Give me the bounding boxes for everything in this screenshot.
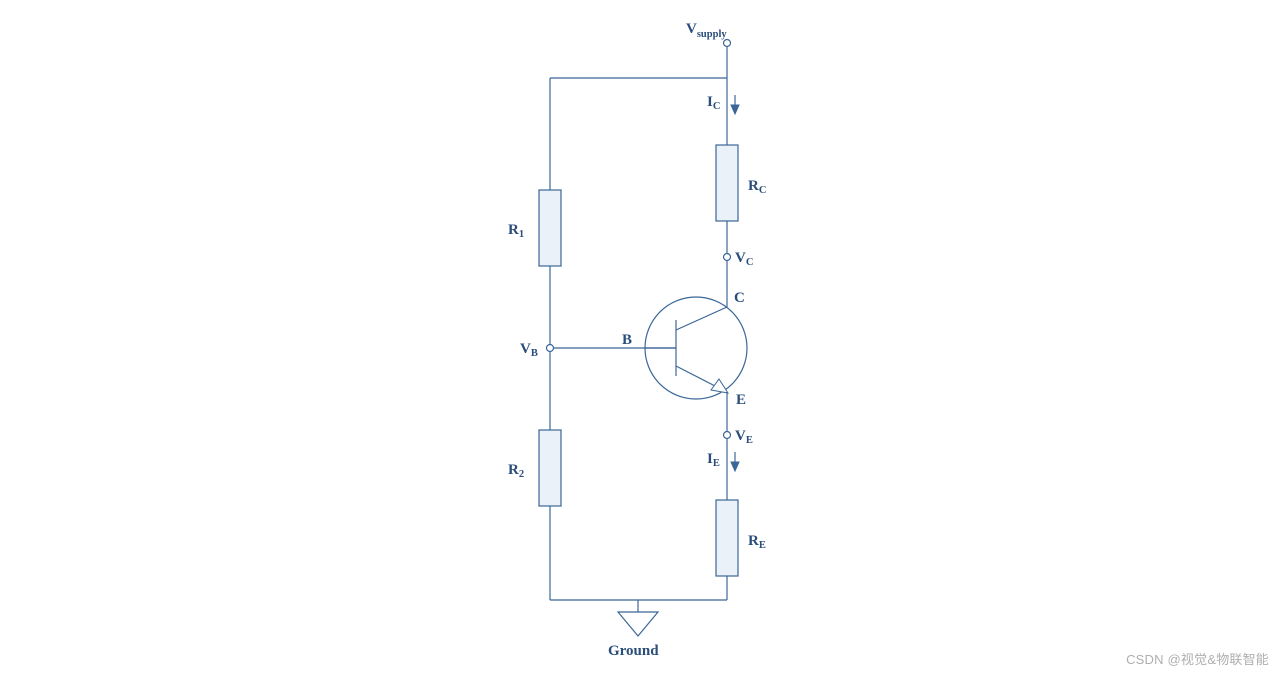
label-r2-sub: 2 [519, 469, 524, 480]
label-r1-main: R [508, 222, 519, 238]
label-r2: R2 [508, 462, 524, 480]
label-rc-sub: C [759, 185, 767, 196]
resistor-RE [716, 500, 738, 576]
transistor-emitter-arrow [711, 379, 728, 393]
label-vsupply-sub: supply [697, 29, 728, 40]
label-re: RE [748, 533, 766, 551]
transistor-collector-lead [676, 307, 727, 330]
label-ve-sub: E [746, 435, 753, 446]
label-ic: IC [707, 94, 720, 112]
label-vb-main: V [520, 341, 531, 357]
terminal-ve [724, 432, 731, 439]
resistor-RC [716, 145, 738, 221]
label-r1-sub: 1 [519, 229, 524, 240]
label-e: E [736, 392, 746, 408]
label-ic-sub: C [713, 101, 721, 112]
resistor-R2 [539, 430, 561, 506]
circuit-diagram: Vsupply IC RC VC C B E VB R1 R2 VE IE RE… [0, 0, 1281, 676]
label-ve-main: V [735, 428, 746, 444]
terminal-vc [724, 254, 731, 261]
ie-arrow-head [731, 462, 739, 471]
label-re-sub: E [759, 540, 766, 551]
label-vb-sub: B [531, 348, 538, 359]
label-re-main: R [748, 533, 759, 549]
terminal-vb [547, 345, 554, 352]
terminal-vsupply [724, 40, 731, 47]
label-ground: Ground [608, 643, 659, 659]
watermark-text: CSDN @视觉&物联智能 [1126, 649, 1269, 668]
transistor-emitter-lead [676, 366, 717, 387]
label-r2-main: R [508, 462, 519, 478]
resistor-R1 [539, 190, 561, 266]
label-vb: VB [520, 341, 538, 359]
label-vc-sub: C [746, 257, 754, 268]
ic-arrow-head [731, 105, 739, 114]
label-vc-main: V [735, 250, 746, 266]
label-rc: RC [748, 178, 766, 196]
label-ve: VE [735, 428, 753, 446]
label-c: C [734, 290, 745, 306]
label-r1: R1 [508, 222, 524, 240]
label-vc: VC [735, 250, 753, 268]
label-ie: IE [707, 451, 720, 469]
label-vsupply: Vsupply [686, 21, 727, 40]
label-b: B [622, 332, 632, 348]
ground-symbol [618, 612, 658, 636]
label-vsupply-main: V [686, 21, 697, 37]
label-rc-main: R [748, 178, 759, 194]
label-ie-sub: E [713, 458, 720, 469]
